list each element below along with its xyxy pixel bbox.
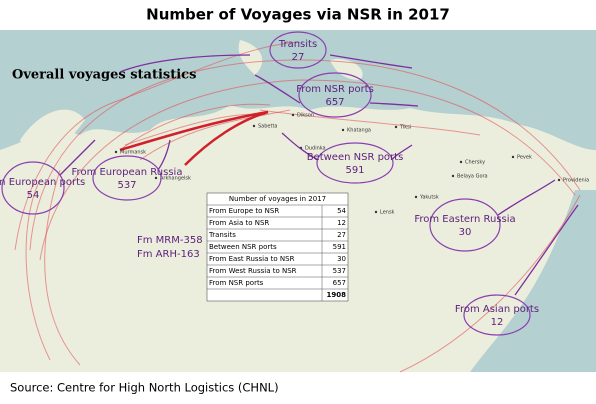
table-header: Number of voyages in 2017 bbox=[229, 195, 326, 203]
place-dot bbox=[114, 150, 118, 154]
place-label: Lensk bbox=[380, 210, 395, 216]
place-dot bbox=[374, 210, 378, 214]
place-label: Tiksi bbox=[399, 125, 411, 131]
routes bbox=[14, 41, 581, 373]
table-cell: 27 bbox=[337, 231, 346, 239]
main-routes bbox=[119, 110, 269, 166]
annotation-label: From NSR ports bbox=[296, 84, 374, 95]
table-cell: From West Russia to NSR bbox=[209, 267, 297, 275]
annotation-label: Between NSR ports bbox=[307, 152, 404, 163]
place-label: Belaya Gora bbox=[457, 174, 488, 180]
annotation-ellipse bbox=[463, 294, 531, 336]
annotation-label: Transits bbox=[278, 39, 317, 50]
table-cell: Between NSR ports bbox=[209, 243, 277, 251]
place-dot bbox=[154, 176, 158, 180]
table-cell: 537 bbox=[333, 267, 346, 275]
table-cell: 591 bbox=[333, 243, 346, 251]
annotation-ellipse bbox=[1, 161, 65, 215]
place-dot bbox=[414, 195, 418, 199]
subtitle: Overall voyages statistics bbox=[12, 68, 196, 83]
table-cell: From Europe to NSR bbox=[209, 207, 279, 215]
source: Source: Centre for High North Logistics … bbox=[10, 381, 279, 395]
place-dot bbox=[252, 124, 256, 128]
annotation-label: From European ports bbox=[0, 177, 85, 188]
scandinavia bbox=[20, 109, 85, 175]
annotation-label: From European Russia bbox=[72, 167, 183, 178]
place-dot bbox=[341, 128, 345, 132]
sub-note: Fm ARH-163 bbox=[137, 249, 200, 260]
sub-note: Fm MRM-358 bbox=[137, 235, 203, 246]
annotation-ellipse bbox=[429, 198, 501, 252]
table-total: 1908 bbox=[327, 291, 347, 299]
place-dot bbox=[451, 174, 455, 178]
table-cell: From East Russia to NSR bbox=[209, 255, 295, 263]
annotation-value: 657 bbox=[325, 97, 344, 108]
table-cell: 30 bbox=[337, 255, 346, 263]
annotation-label: From Eastern Russia bbox=[414, 214, 515, 225]
title: Number of Voyages via NSR in 2017 bbox=[146, 6, 450, 24]
annotation-ellipse bbox=[269, 31, 327, 69]
place-label: Sabetta bbox=[258, 124, 277, 130]
place-label: Murmansk bbox=[120, 150, 146, 156]
annotation-value: 537 bbox=[117, 180, 136, 191]
annotations: Transits 27 From NSR ports 657 Between NSR p… bbox=[0, 31, 579, 336]
place-dot bbox=[557, 178, 561, 182]
table-bg bbox=[206, 192, 349, 302]
annotation-value: 30 bbox=[459, 227, 472, 238]
place-label: Dikson bbox=[297, 113, 314, 119]
place-dot bbox=[459, 160, 463, 164]
stats-table: Number of voyages in 2017 From Europe to … bbox=[206, 192, 349, 302]
place-label: Khatanga bbox=[347, 128, 371, 134]
place-label: Providenia bbox=[563, 178, 589, 184]
annotation-label: From Asian ports bbox=[455, 304, 539, 315]
place-labels: Murmansk Arkhangelsk Sabetta Dikson Dudinka K… bbox=[114, 113, 589, 216]
annotation-value: 591 bbox=[345, 165, 364, 176]
place-dot bbox=[291, 113, 295, 117]
table-cell: 657 bbox=[333, 279, 346, 287]
annotation-ellipse bbox=[298, 72, 372, 118]
place-label: Chersky bbox=[465, 160, 485, 166]
table-cell: Transits bbox=[208, 231, 236, 239]
place-dot bbox=[511, 155, 515, 159]
annotation-value: 27 bbox=[292, 52, 305, 63]
pacific bbox=[470, 190, 596, 372]
annotation-value: 12 bbox=[491, 317, 504, 328]
arrows bbox=[59, 54, 579, 296]
table-cell: From NSR ports bbox=[209, 279, 264, 287]
table-cell: 12 bbox=[337, 219, 346, 227]
place-label: Dudinka bbox=[305, 146, 326, 152]
table-cell: 54 bbox=[337, 207, 346, 215]
place-label: Arkhangelsk bbox=[160, 176, 191, 182]
table-cell: From Asia to NSR bbox=[209, 219, 269, 227]
annotation-ellipse bbox=[316, 142, 394, 184]
annotation-ellipse bbox=[92, 155, 162, 201]
place-dot bbox=[394, 125, 398, 129]
place-label: Pevek bbox=[517, 155, 532, 161]
annotation-value: 54 bbox=[27, 190, 40, 201]
place-label: Yakutsk bbox=[419, 195, 439, 201]
islands bbox=[238, 40, 363, 80]
